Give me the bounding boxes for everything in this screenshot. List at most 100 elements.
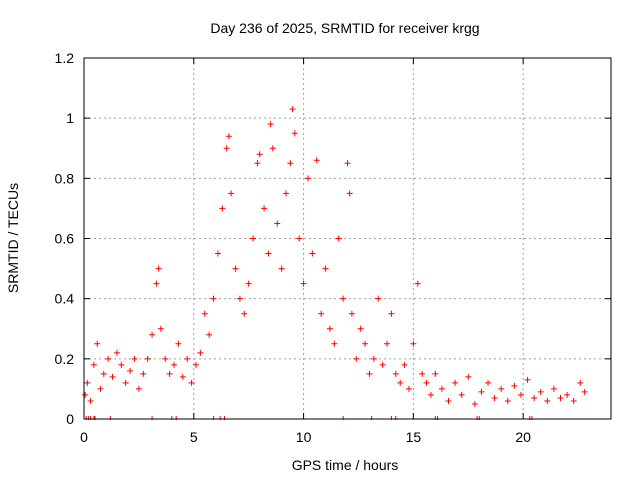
data-point [135,385,142,392]
data-point [438,385,445,392]
y-tick-label: 0.6 [55,231,75,247]
data-point [366,370,373,377]
data-point [511,382,518,389]
data-point [564,391,571,398]
data-point [491,394,498,401]
data-point [84,379,91,386]
x-tick-label: 0 [80,429,88,445]
data-point [214,250,221,257]
data-points [82,106,588,407]
data-point [300,280,307,287]
data-point [419,370,426,377]
data-point [458,391,465,398]
data-point [517,391,524,398]
data-point [122,379,129,386]
x-tick-label: 15 [406,429,422,445]
data-point [236,295,243,302]
data-point [241,310,248,317]
data-point [405,385,412,392]
data-point [432,370,439,377]
data-point [223,145,230,152]
data-point [346,190,353,197]
data-point [498,385,505,392]
data-point [401,361,408,368]
data-point [225,133,232,140]
y-tick-label: 0.8 [55,170,75,186]
data-point [131,355,138,362]
data-point [144,355,151,362]
data-point [452,379,459,386]
data-point [478,388,485,395]
data-point [265,250,272,257]
data-point [397,379,404,386]
data-point [206,331,213,338]
data-point [162,355,169,362]
data-point [201,310,208,317]
data-point [388,310,395,317]
data-point [296,235,303,242]
y-tick-label: 1 [66,110,74,126]
data-point [140,370,147,377]
data-point [118,361,125,368]
data-point [531,394,538,401]
x-axis-label: GPS time / hours [292,457,399,473]
data-point [153,280,160,287]
x-tick-label: 5 [190,429,198,445]
data-point [219,205,226,212]
data-point [335,235,342,242]
data-point [291,130,298,137]
data-point [127,367,134,374]
data-point [149,331,156,338]
data-point [326,325,333,332]
data-point [410,340,417,347]
data-point [155,265,162,272]
data-point [353,355,360,362]
data-point [254,160,261,167]
data-point [97,385,104,392]
y-tick-label: 0.4 [55,291,75,307]
data-point [109,373,116,380]
data-point [228,190,235,197]
data-point [557,394,564,401]
data-point [318,310,325,317]
data-point [267,121,274,128]
data-point [179,373,186,380]
data-point [392,370,399,377]
data-point [375,295,382,302]
grid-lines [84,58,611,419]
data-point [283,190,290,197]
x-tick-label: 20 [515,429,531,445]
data-point [414,280,421,287]
data-point [524,376,531,383]
data-point [289,106,296,113]
data-point [90,361,97,368]
data-point [250,235,257,242]
y-tick-label: 0.2 [55,351,75,367]
data-point [581,388,588,395]
data-point [348,310,355,317]
data-point [175,340,182,347]
data-point [309,250,316,257]
data-point [261,205,268,212]
data-point [340,295,347,302]
data-point [504,397,511,404]
data-point [210,295,217,302]
plot-frame [83,57,612,420]
y-tick-label: 1.2 [55,50,75,66]
data-point [87,397,94,404]
data-point [379,361,386,368]
data-point [570,397,577,404]
data-point [113,349,120,356]
data-point [485,379,492,386]
data-point [105,355,112,362]
data-point [362,340,369,347]
data-point [278,265,285,272]
data-point [94,340,101,347]
data-point [322,265,329,272]
data-point [100,370,107,377]
axis-ticks [83,57,611,420]
data-point [537,388,544,395]
data-point [577,379,584,386]
data-point [157,325,164,332]
